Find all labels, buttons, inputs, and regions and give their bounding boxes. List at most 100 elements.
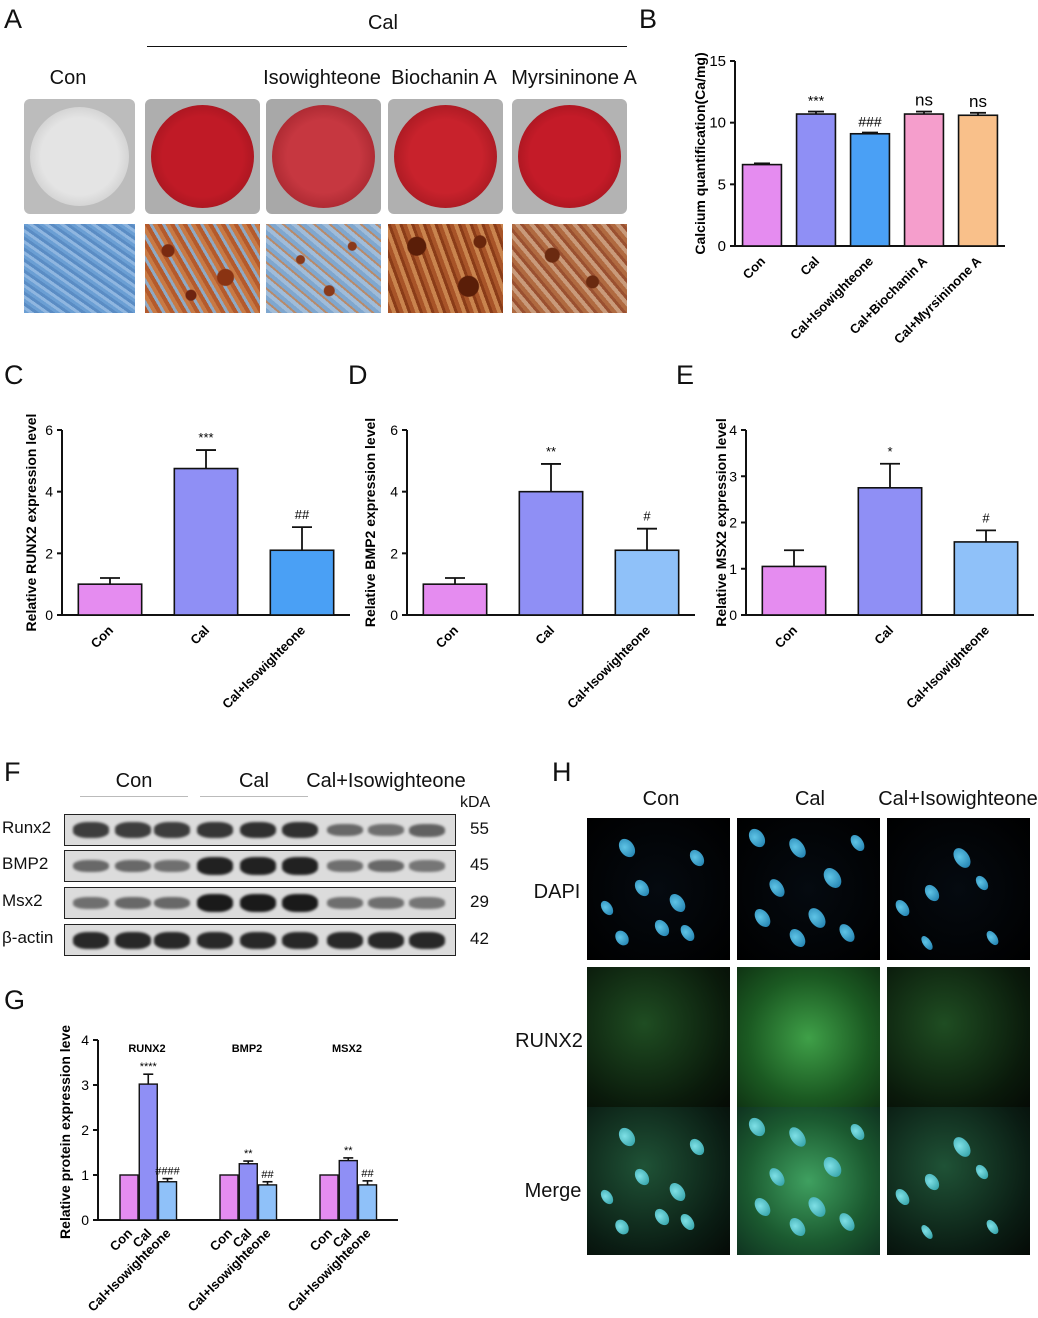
- significance-label: ***: [808, 93, 825, 109]
- group-label: BMP2: [232, 1043, 263, 1055]
- nucleus: [598, 1187, 616, 1207]
- chart-b: 051015Con***Cal###Cal+IsowighteonensCal+…: [692, 52, 1005, 347]
- y-tick-label: 1: [81, 1167, 89, 1183]
- y-tick-label: 0: [729, 607, 737, 623]
- nucleus: [750, 906, 774, 930]
- micrograph-biochanin-a: [388, 224, 503, 313]
- y-tick-label: 15: [709, 53, 726, 70]
- group-label: MSX2: [332, 1043, 362, 1055]
- nucleus: [892, 1186, 912, 1208]
- if-col-cal-isowighteone: Cal+Isowighteone: [878, 788, 1038, 810]
- significance-label: #: [982, 510, 990, 525]
- bar-msx2-2: [357, 1184, 378, 1221]
- nucleus: [819, 1153, 845, 1181]
- significance-label: ####: [155, 1166, 180, 1178]
- if-row-runx2: RUNX2: [515, 1030, 583, 1052]
- blot-band: [73, 931, 109, 949]
- blot-group-con: Con: [115, 770, 153, 792]
- blot-band: [197, 931, 233, 949]
- nucleus: [766, 876, 788, 900]
- blot-band: [115, 859, 151, 873]
- y-tick-label: 2: [390, 545, 398, 561]
- bar-msx2-0: [319, 1174, 339, 1221]
- blot-strip: [64, 850, 456, 882]
- significance-label: **: [244, 1148, 253, 1160]
- micrograph-con: [24, 224, 135, 313]
- nucleus: [785, 1215, 809, 1239]
- category-label: Cal: [871, 623, 896, 648]
- nucleus: [766, 1165, 788, 1189]
- panel-label-a: A: [4, 4, 23, 34]
- dish-photo-myrsininone-a: [512, 99, 627, 214]
- if-image-merge-1: [587, 1107, 730, 1255]
- dish-photo-cal: [145, 99, 260, 214]
- significance-label: **: [546, 444, 556, 459]
- blot-band: [240, 857, 276, 875]
- micrograph-myrsininone-a: [512, 224, 627, 313]
- blot-strip: [64, 814, 456, 846]
- bar-cal: [795, 113, 837, 247]
- nucleus: [892, 897, 912, 919]
- y-tick-label: 4: [81, 1032, 89, 1048]
- blot-band: [368, 897, 404, 909]
- nucleus: [686, 1136, 708, 1158]
- blot-kda-value: 55: [470, 819, 489, 838]
- blot-band: [197, 822, 233, 838]
- nucleus: [631, 1166, 653, 1188]
- blot-band: [282, 894, 318, 912]
- blot-band: [240, 931, 276, 949]
- bar-bmp2-0: [219, 1174, 239, 1221]
- nucleus: [612, 1217, 632, 1237]
- significance-label: ***: [198, 430, 213, 445]
- if-col-con: Con: [642, 788, 680, 810]
- nucleus: [949, 1133, 975, 1161]
- blot-band: [327, 897, 363, 909]
- if-image-runx2-2: [737, 967, 880, 1109]
- nucleus: [651, 917, 673, 939]
- bar-cal-isowighteone: [614, 549, 680, 616]
- if-row-merge: Merge: [524, 1180, 582, 1202]
- nucleus: [983, 1217, 1001, 1237]
- y-tick-label: 4: [45, 484, 53, 500]
- nucleus: [949, 844, 975, 872]
- nucleus: [677, 922, 697, 944]
- bar-cal-biochanin-a: [903, 113, 945, 247]
- bar-con: [422, 583, 488, 616]
- nucleus: [785, 1124, 809, 1150]
- nucleus: [615, 1124, 639, 1150]
- blot-band: [282, 931, 318, 949]
- significance-label: ****: [140, 1061, 158, 1073]
- blot-band: [73, 897, 109, 909]
- chart-g: 01234RUNX2Con****Cal####Cal+Isowighteone…: [57, 1025, 398, 1315]
- nucleus: [785, 926, 809, 950]
- y-axis-label: Relative MSX2 expression level: [713, 418, 729, 627]
- nucleus: [973, 873, 991, 893]
- bar-msx2-1: [338, 1159, 358, 1221]
- nucleus: [804, 1193, 830, 1221]
- if-col-cal: Cal: [794, 788, 826, 810]
- nucleus: [919, 934, 935, 952]
- nucleus: [745, 1114, 769, 1140]
- blot-group-cal: Cal: [238, 770, 270, 792]
- blot-band: [282, 857, 318, 875]
- y-tick-label: 0: [718, 238, 726, 255]
- cal-group-line: [147, 46, 627, 47]
- if-row-dapi: DAPI: [533, 881, 581, 903]
- blot-band: [409, 931, 445, 949]
- nucleus: [745, 825, 769, 851]
- y-axis-label: Relative RUNX2 expression level: [23, 414, 39, 632]
- y-tick-label: 2: [729, 515, 737, 531]
- significance-label: ##: [261, 1169, 274, 1181]
- panel-label-h: H: [552, 757, 572, 787]
- category-label: Con: [433, 622, 462, 651]
- category-label: Cal+Isowighteone: [564, 623, 653, 712]
- nucleus: [836, 1210, 858, 1234]
- blot-band: [154, 896, 190, 910]
- blot-band: [73, 822, 109, 838]
- nucleus: [847, 832, 867, 854]
- blot-band: [73, 859, 109, 873]
- micrograph-isowighteone: [266, 224, 381, 313]
- y-tick-label: 10: [709, 115, 726, 132]
- panel-label-e: E: [676, 360, 695, 390]
- significance-label: ##: [295, 507, 310, 522]
